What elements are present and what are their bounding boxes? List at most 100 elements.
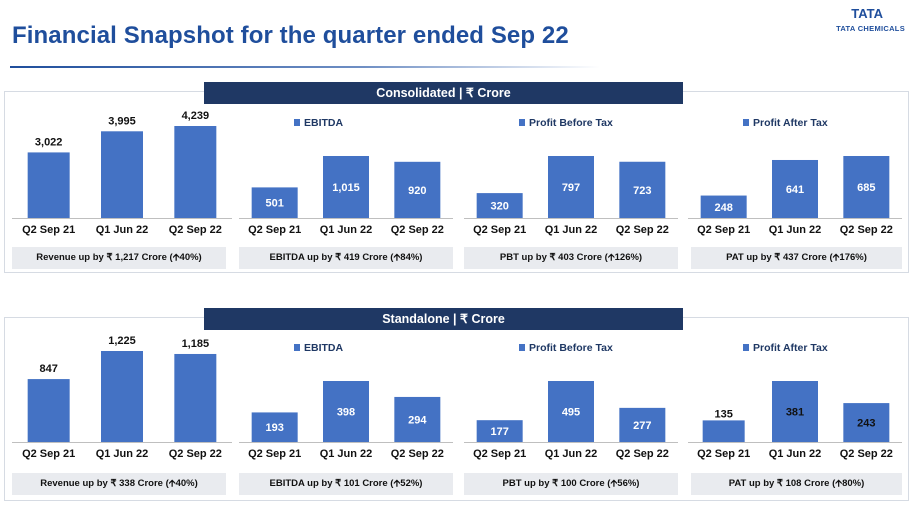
legend-swatch xyxy=(519,119,525,126)
legend-label: Profit After Tax xyxy=(753,342,828,354)
legend-swatch xyxy=(743,344,749,351)
x-tick-label: Q2 Sep 22 xyxy=(391,448,444,460)
standalone-ebitda-note: EBITDA up by ₹ 101 Crore (🡩52%) xyxy=(239,473,453,495)
x-tick-label: Q2 Sep 21 xyxy=(248,448,301,460)
x-tick-label: Q1 Jun 22 xyxy=(320,448,373,460)
legend-label: Profit After Tax xyxy=(753,117,828,129)
standalone-pbt-chart: Profit Before Tax 177 Q2 Sep 21 495 Q1 Jun 2… xyxy=(464,342,678,460)
data-label: 398 xyxy=(337,407,355,419)
data-label: 248 xyxy=(714,202,732,214)
bar-q1-jun-22 xyxy=(323,381,369,442)
standalone-section xyxy=(4,317,909,501)
bar-q1-jun-22 xyxy=(101,351,143,442)
consolidated-pat-note: PAT up by ₹ 437 Crore (🡩176%) xyxy=(691,247,902,269)
data-label: 193 xyxy=(265,422,283,434)
legend-swatch xyxy=(743,119,749,126)
bar-q1-jun-22 xyxy=(772,159,818,218)
bar-q1-jun-22 xyxy=(772,381,818,442)
standalone-banner: Standalone | ₹ Crore xyxy=(204,308,683,330)
bar-q2-sep-21 xyxy=(702,420,745,442)
bar-q2-sep-21 xyxy=(251,187,298,218)
x-tick-label: Q2 Sep 22 xyxy=(616,224,669,236)
data-label: 1,015 xyxy=(332,182,360,194)
consolidated-pat-chart: Profit After Tax 248 Q2 Sep 21 641 Q1 Jun 22… xyxy=(688,117,902,236)
bar-q1-jun-22 xyxy=(323,156,369,218)
bar-q2-sep-21 xyxy=(476,420,523,442)
data-label: 4,239 xyxy=(182,110,210,122)
bar-q2-sep-21 xyxy=(476,193,523,218)
x-tick-label: Q2 Sep 22 xyxy=(840,448,893,460)
data-label: 685 xyxy=(857,182,875,194)
standalone-revenue-chart: 847 Q2 Sep 21 1,225 Q1 Jun 22 1,185 Q2 Sep 22 xyxy=(12,335,232,460)
bar-q2-sep-22 xyxy=(394,396,441,442)
data-label: 501 xyxy=(265,198,283,210)
consolidated-ebitda-note: EBITDA up by ₹ 419 Crore (🡩84%) xyxy=(239,247,453,269)
bar-q2-sep-21 xyxy=(27,379,70,442)
data-label: 135 xyxy=(714,408,732,420)
data-label: 381 xyxy=(786,407,804,419)
consolidated-revenue-note: Revenue up by ₹ 1,217 Crore (🡩40%) xyxy=(12,247,226,269)
legend-label: Profit Before Tax xyxy=(529,117,613,129)
x-tick-label: Q2 Sep 21 xyxy=(473,224,526,236)
bar-q2-sep-22 xyxy=(619,161,666,218)
data-label: 920 xyxy=(408,185,426,197)
data-label: 177 xyxy=(490,426,508,438)
bar-q1-jun-22 xyxy=(101,131,143,218)
standalone-ebitda-chart: EBITDA 193 Q2 Sep 21 398 Q1 Jun 22 294 Q2 Sep … xyxy=(239,342,453,460)
data-label: 1,225 xyxy=(108,335,136,347)
standalone-pbt-note: PBT up by ₹ 100 Crore (🡩56%) xyxy=(464,473,678,495)
bar-q2-sep-22 xyxy=(394,161,441,218)
data-label: 3,022 xyxy=(35,136,63,148)
data-label: 847 xyxy=(39,363,57,375)
data-label: 243 xyxy=(857,418,875,430)
x-tick-label: Q2 Sep 22 xyxy=(616,448,669,460)
legend-label: EBITDA xyxy=(304,117,344,129)
data-label: 3,995 xyxy=(108,115,136,127)
x-tick-label: Q1 Jun 22 xyxy=(320,224,373,236)
bar-q2-sep-22 xyxy=(174,126,217,218)
bar-q1-jun-22 xyxy=(548,156,594,218)
x-tick-label: Q2 Sep 22 xyxy=(840,224,893,236)
logo-wordmark: TATA CHEMICALS xyxy=(836,24,905,33)
x-tick-label: Q2 Sep 22 xyxy=(391,224,444,236)
x-tick-label: Q2 Sep 21 xyxy=(248,224,301,236)
x-tick-label: Q2 Sep 22 xyxy=(169,224,222,236)
x-tick-label: Q2 Sep 21 xyxy=(22,224,75,236)
bar-q2-sep-22 xyxy=(174,353,217,442)
standalone-pat-chart: Profit After Tax 135 Q2 Sep 21 381 Q1 Jun 22… xyxy=(688,342,902,460)
data-label: 495 xyxy=(562,407,580,419)
data-label: 641 xyxy=(786,184,804,196)
consolidated-pbt-chart: Profit Before Tax 320 Q2 Sep 21 797 Q1 Jun 2… xyxy=(464,117,678,236)
logo-mark: TATA xyxy=(851,6,883,21)
consolidated-ebitda-chart: EBITDA 501 Q2 Sep 21 1,015 Q1 Jun 22 920 Q2 Se… xyxy=(239,117,453,236)
bar-q1-jun-22 xyxy=(548,381,594,442)
bar-q2-sep-21 xyxy=(251,412,298,442)
x-tick-label: Q1 Jun 22 xyxy=(769,448,822,460)
bar-q2-sep-22 xyxy=(619,407,666,442)
bar-q2-sep-22 xyxy=(843,403,890,442)
company-logo: TATA TATA CHEMICALS xyxy=(825,6,905,33)
x-tick-label: Q1 Jun 22 xyxy=(545,224,598,236)
x-tick-label: Q2 Sep 21 xyxy=(697,448,750,460)
consolidated-pbt-note: PBT up by ₹ 403 Crore (🡩126%) xyxy=(464,247,678,269)
data-label: 797 xyxy=(562,182,580,194)
data-label: 294 xyxy=(408,414,427,426)
x-tick-label: Q1 Jun 22 xyxy=(96,224,149,236)
title-underline xyxy=(10,66,600,68)
page-title: Financial Snapshot for the quarter ended… xyxy=(12,22,569,49)
data-label: 320 xyxy=(490,201,508,213)
consolidated-revenue-chart: 3,022 Q2 Sep 21 3,995 Q1 Jun 22 4,239 Q2 Sep … xyxy=(12,110,232,236)
x-tick-label: Q1 Jun 22 xyxy=(96,448,149,460)
data-label: 277 xyxy=(633,420,651,432)
x-tick-label: Q2 Sep 21 xyxy=(473,448,526,460)
legend-label: EBITDA xyxy=(304,342,344,354)
consolidated-section xyxy=(4,91,909,273)
x-tick-label: Q1 Jun 22 xyxy=(545,448,598,460)
bar-q2-sep-21 xyxy=(700,195,747,218)
x-tick-label: Q2 Sep 21 xyxy=(697,224,750,236)
legend-label: Profit Before Tax xyxy=(529,342,613,354)
standalone-pat-note: PAT up by ₹ 108 Crore (🡩80%) xyxy=(691,473,902,495)
x-tick-label: Q2 Sep 21 xyxy=(22,448,75,460)
consolidated-banner: Consolidated | ₹ Crore xyxy=(204,82,683,104)
bar-q2-sep-22 xyxy=(843,156,890,218)
